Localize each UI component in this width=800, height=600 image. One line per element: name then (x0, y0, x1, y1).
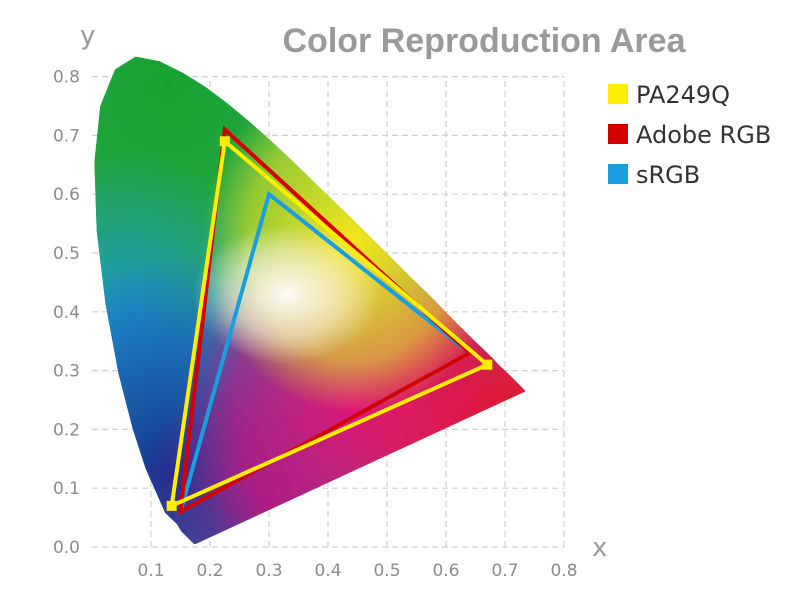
x-tick-label: 0.2 (196, 561, 223, 581)
legend-swatch-adobe-rgb (608, 124, 628, 144)
y-tick-label: 0.1 (53, 479, 80, 499)
gamut-triangles (166, 125, 493, 516)
x-tick-label: 0.3 (255, 561, 282, 581)
y-tick-label: 0.6 (53, 185, 80, 205)
x-tick-label: 0.5 (373, 561, 400, 581)
spectral-locus (94, 56, 526, 545)
x-tick-label: 0.1 (137, 561, 164, 581)
chart-title: Color Reproduction Area (283, 22, 687, 60)
legend: PA249Q Adobe RGB sRGB (608, 81, 771, 189)
y-tick-label: 0.5 (53, 244, 80, 264)
y-tick-label: 0.0 (53, 538, 80, 558)
legend-swatch-srgb (608, 164, 628, 184)
x-tick-label: 0.4 (314, 561, 341, 581)
x-tick-label: 0.6 (432, 561, 459, 581)
gamut-vertex-marker (166, 500, 177, 511)
legend-label-pa249q: PA249Q (636, 81, 730, 109)
y-tick-label: 0.8 (53, 68, 80, 88)
x-tick-label: 0.8 (550, 561, 577, 581)
x-axis-label: x (592, 533, 607, 563)
legend-label-srgb: sRGB (636, 161, 700, 189)
y-tick-label: 0.2 (53, 420, 80, 440)
gamut-vertex-marker (219, 136, 230, 147)
gamut-triangle-adobe-rgb (178, 125, 474, 516)
legend-label-adobe-rgb: Adobe RGB (636, 121, 771, 149)
locus-white-point-glow (191, 224, 382, 365)
y-tick-label: 0.3 (53, 362, 80, 382)
y-tick-label: 0.7 (53, 126, 80, 146)
y-tick-label: 0.4 (53, 303, 80, 323)
legend-swatch-pa249q (608, 84, 628, 104)
tick-labels: 0.0 0.1 0.2 0.3 0.4 0.5 0.6 0.7 0.8 0.1 0.2 0.3 0.4 0… (53, 68, 578, 581)
y-axis-label: y (80, 21, 95, 51)
gamut-vertex-marker (482, 359, 493, 370)
x-tick-label: 0.7 (491, 561, 518, 581)
gamut-triangle-pa249q (169, 137, 492, 510)
